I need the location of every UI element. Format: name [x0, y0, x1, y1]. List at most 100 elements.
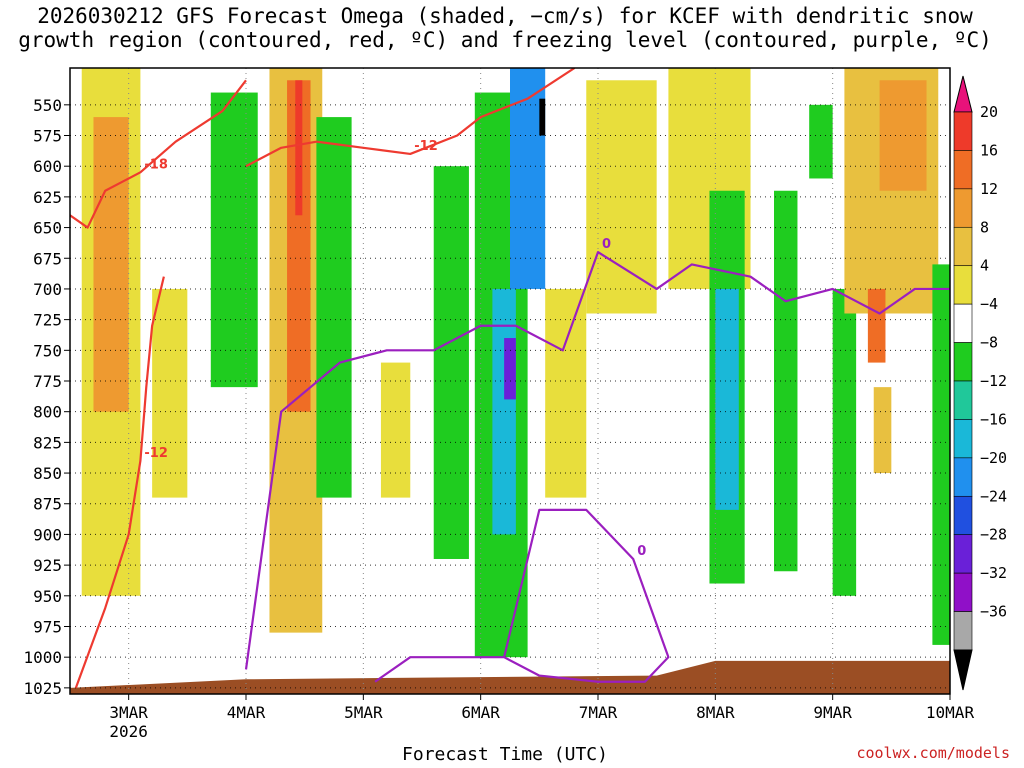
colorbar-segment-5 — [953, 303, 973, 343]
x-tick-label-9MAR: 9MAR — [813, 703, 852, 722]
omega-region-7 — [316, 117, 352, 498]
chart-title-line1: 2026030212 GFS Forecast Omega (shaded, −… — [37, 4, 973, 28]
omega-region-12 — [504, 338, 516, 400]
colorbar-label-7: −12 — [980, 372, 1007, 390]
colorbar-segment-3 — [953, 226, 973, 267]
colorbar-segment-10 — [953, 495, 973, 536]
colorbar-segment-7 — [953, 380, 973, 420]
colorbar-label-8: −16 — [980, 410, 1007, 428]
y-tick-label-975: 975 — [33, 617, 62, 636]
x-tick-sublabel-year: 2026 — [109, 722, 148, 741]
omega-region-27 — [932, 264, 950, 645]
contour-label-1: -12 — [144, 446, 168, 461]
colorbar-segment-0 — [953, 111, 973, 151]
colorbar-label-10: −24 — [980, 487, 1007, 505]
y-tick-label-800: 800 — [33, 403, 62, 422]
omega-region-2 — [152, 288, 188, 498]
y-tick-label-700: 700 — [33, 280, 62, 299]
credit-link[interactable]: coolwx.com/models — [856, 744, 1010, 762]
colorbar-segment-6 — [953, 342, 973, 382]
colorbar-segment-11 — [953, 534, 973, 574]
omega-region-25 — [867, 288, 886, 363]
colorbar-segment-9 — [953, 457, 973, 497]
y-tick-label-750: 750 — [33, 341, 62, 360]
omega-region-5 — [287, 80, 311, 412]
chart-title: 2026030212 GFS Forecast Omega (shaded, −… — [0, 4, 1010, 52]
contour-line-2 — [70, 79, 247, 229]
omega-region-1 — [93, 117, 129, 412]
colorbar-label-5: −4 — [980, 295, 998, 313]
colorbar-top-arrow — [953, 75, 973, 113]
x-tick-label-5MAR: 5MAR — [344, 703, 383, 722]
omega-region-21 — [809, 104, 833, 179]
y-tick-label-900: 900 — [33, 525, 62, 544]
omega-region-26 — [873, 387, 892, 474]
colorbar-segment-12 — [953, 572, 973, 612]
omega-region-24 — [879, 80, 927, 191]
y-tick-label-600: 600 — [33, 157, 62, 176]
x-tick-label-7MAR: 7MAR — [579, 703, 618, 722]
omega-region-14 — [539, 98, 546, 136]
colorbar-segment-1 — [953, 150, 973, 190]
colorbar-label-13: −36 — [980, 603, 1007, 621]
colorbar-label-0: 20 — [980, 103, 998, 121]
contour-line-3 — [244, 251, 950, 670]
omega-region-19 — [715, 288, 739, 510]
y-tick-label-575: 575 — [33, 127, 62, 146]
omega-region-9 — [433, 166, 469, 559]
y-tick-label-925: 925 — [33, 556, 62, 575]
x-tick-label-6MAR: 6MAR — [461, 703, 500, 722]
contour-label-2: -18 — [144, 157, 168, 172]
colorbar-label-6: −8 — [980, 334, 998, 352]
omega-region-22 — [832, 288, 857, 596]
y-tick-label-950: 950 — [33, 587, 62, 606]
colorbar-label-9: −20 — [980, 449, 1007, 467]
y-tick-label-650: 650 — [33, 219, 62, 238]
x-axis: 3MAR 4MAR 5MAR 6MAR 7MAR 8MAR 9MAR 10MAR 2026 — [109, 694, 974, 741]
y-tick-label-1025: 1025 — [23, 679, 62, 698]
colorbar: 20 16 12 8 4 −4 −8 −12 −16 −20 −24 −28 −32 −36 — [953, 75, 1007, 691]
x-tick-label-3MAR: 3MAR — [109, 703, 148, 722]
y-tick-label-875: 875 — [33, 495, 62, 514]
colorbar-segment-4 — [953, 265, 973, 305]
omega-region-15 — [545, 288, 587, 498]
colorbar-label-2: 12 — [980, 180, 998, 198]
x-tick-label-4MAR: 4MAR — [227, 703, 266, 722]
colorbar-label-12: −32 — [980, 564, 1007, 582]
contour-label-0: -12 — [414, 139, 438, 154]
x-axis-label: Forecast Time (UTC) — [402, 744, 608, 765]
contour-line-0 — [245, 68, 576, 168]
contour-line-1 — [74, 276, 165, 689]
y-tick-label-675: 675 — [33, 249, 62, 268]
terrain — [70, 660, 950, 694]
contours: -12 -12 -18 0 0 — [70, 68, 950, 689]
colorbar-label-1: 16 — [980, 141, 998, 159]
x-tick-label-8MAR: 8MAR — [696, 703, 735, 722]
colorbar-label-3: 8 — [980, 218, 989, 236]
y-tick-label-850: 850 — [33, 464, 62, 483]
colorbar-segment-2 — [953, 188, 973, 228]
colorbar-segment-8 — [953, 419, 973, 459]
colorbar-bottom-arrow — [953, 649, 973, 691]
omega-region-8 — [380, 362, 411, 498]
omega-region-6 — [295, 80, 303, 216]
omega-region-16 — [586, 80, 657, 314]
y-tick-label-775: 775 — [33, 372, 62, 391]
colorbar-label-4: 4 — [980, 257, 989, 275]
y-tick-label-825: 825 — [33, 433, 62, 452]
omega-field — [81, 68, 950, 658]
contour-label-4: 0 — [637, 544, 646, 559]
chart-title-line2: growth region (contoured, red, ºC) and f… — [18, 28, 992, 52]
x-tick-label-10MAR: 10MAR — [926, 703, 975, 722]
y-tick-label-625: 625 — [33, 188, 62, 207]
y-axis: 550 575 600 625 650 675 700 725 750 775 800 825 850 8… — [23, 96, 70, 698]
colorbar-label-11: −28 — [980, 526, 1007, 544]
colorbar-segment-13 — [953, 611, 973, 651]
omega-region-3 — [210, 92, 258, 388]
contour-line-4 — [374, 508, 670, 683]
contour-label-3: 0 — [602, 237, 611, 252]
y-tick-label-1000: 1000 — [23, 648, 62, 667]
terrain-surface — [70, 660, 950, 694]
y-tick-label-550: 550 — [33, 96, 62, 115]
